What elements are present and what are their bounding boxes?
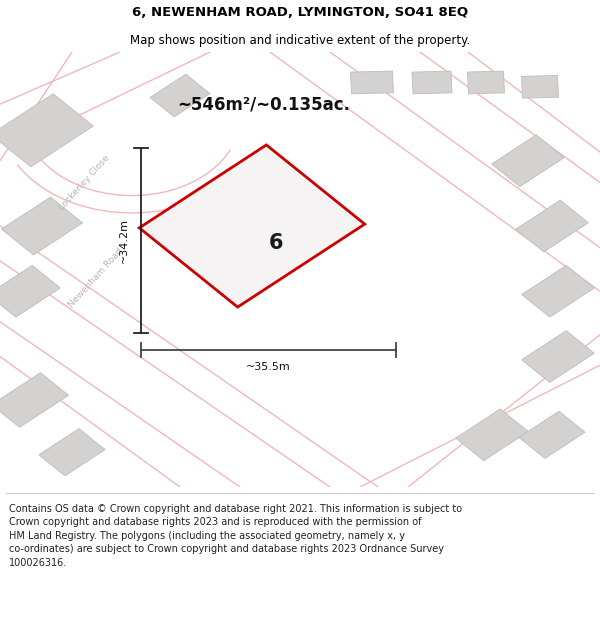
Text: ~546m²/~0.135ac.: ~546m²/~0.135ac.: [178, 95, 350, 113]
Polygon shape: [1, 197, 83, 255]
Text: Lockerley Close: Lockerley Close: [57, 153, 111, 212]
Polygon shape: [521, 331, 595, 382]
Polygon shape: [455, 409, 529, 461]
Polygon shape: [350, 71, 394, 94]
Polygon shape: [521, 76, 559, 98]
Polygon shape: [519, 411, 585, 458]
Polygon shape: [150, 74, 210, 117]
Text: ~34.2m: ~34.2m: [119, 217, 129, 262]
Polygon shape: [39, 429, 105, 476]
Text: 6, NEWENHAM ROAD, LYMINGTON, SO41 8EQ: 6, NEWENHAM ROAD, LYMINGTON, SO41 8EQ: [132, 6, 468, 19]
Text: 6: 6: [269, 233, 283, 253]
Polygon shape: [521, 266, 595, 317]
Polygon shape: [467, 71, 505, 94]
Polygon shape: [139, 145, 365, 307]
Polygon shape: [0, 94, 93, 167]
Polygon shape: [491, 135, 565, 187]
Text: ~35.5m: ~35.5m: [246, 361, 291, 371]
Polygon shape: [412, 71, 452, 94]
Text: Contains OS data © Crown copyright and database right 2021. This information is : Contains OS data © Crown copyright and d…: [9, 504, 462, 568]
Text: Newenham Road: Newenham Road: [67, 247, 125, 309]
Polygon shape: [0, 266, 61, 317]
Polygon shape: [515, 200, 589, 252]
Polygon shape: [0, 372, 68, 428]
Text: Map shows position and indicative extent of the property.: Map shows position and indicative extent…: [130, 34, 470, 47]
